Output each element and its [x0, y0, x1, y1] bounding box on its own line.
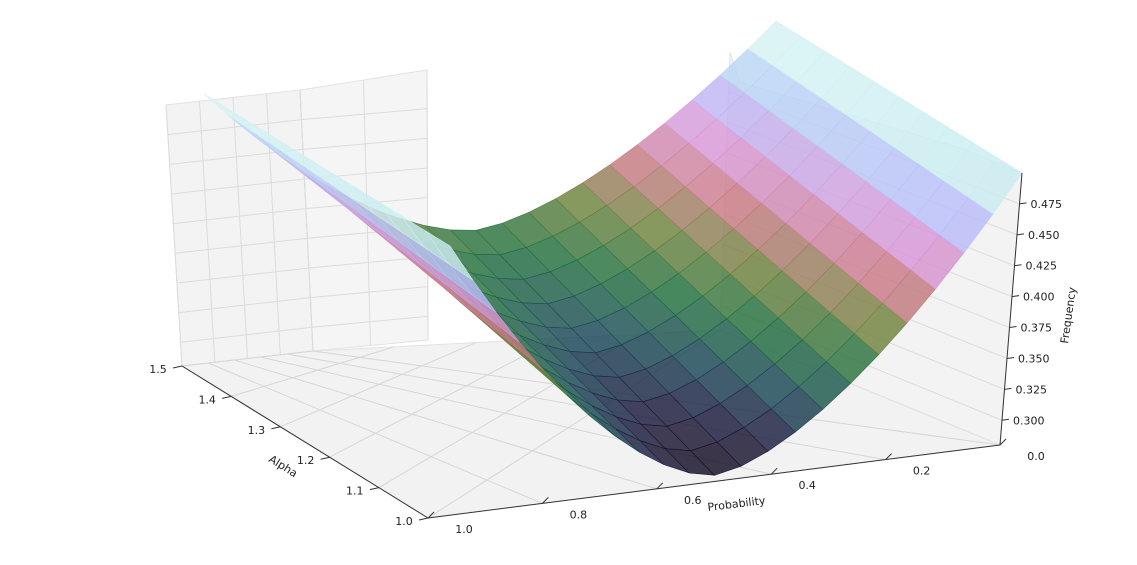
x-axis-label: Alpha	[266, 453, 299, 481]
z-tick-label: 0.425	[1026, 260, 1058, 273]
x-tick-label: 1.1	[346, 485, 364, 498]
x-tick-mark	[172, 365, 183, 369]
z-tick-mark	[1019, 202, 1027, 205]
x-tick-mark	[418, 517, 429, 521]
z-tick-label: 0.400	[1023, 291, 1055, 304]
y-tick-label: 0.2	[913, 465, 931, 478]
axis-ticks: 1.0 1.1 1.2 1.3 1.4 1.5 1.0 0.8 0.6 0.4 0.2 0.0 0.30…	[149, 198, 1062, 536]
left-back-pane	[165, 89, 314, 367]
y-axis-line	[427, 444, 1001, 519]
x-tick-mark	[320, 456, 330, 460]
wall-grid-line	[165, 104, 183, 367]
z-tick-mark	[1004, 387, 1012, 390]
x-tick-mark	[369, 487, 379, 491]
wall-grid-line	[199, 101, 216, 363]
x-tick-label: 1.2	[297, 454, 315, 467]
x-tick-label: 1.3	[248, 424, 266, 437]
z-axis-label: Frequency	[1058, 286, 1079, 345]
z-tick-label: 0.475	[1031, 198, 1063, 211]
z-tick-mark	[1009, 326, 1017, 329]
z-tick-label: 0.375	[1021, 322, 1053, 335]
y-tick-label: 0.6	[684, 494, 702, 507]
x-tick-mark	[271, 426, 281, 430]
wall-grid-line	[299, 89, 314, 352]
wall-grid-line	[232, 97, 248, 359]
z-tick-mark	[1001, 418, 1010, 421]
wall-grid-line	[426, 69, 429, 341]
y-tick-label: 1.0	[455, 523, 473, 536]
y-tick-mark	[427, 511, 435, 519]
y-tick-mark	[999, 438, 1007, 446]
y-tick-mark	[656, 482, 664, 490]
x-tick-label: 1.5	[149, 363, 167, 376]
x-tick-label: 1.0	[395, 515, 413, 528]
surface-facet	[968, 157, 1023, 215]
surface-mesh	[203, 20, 1023, 476]
floor-grid-line	[329, 337, 558, 458]
surface-facet	[425, 230, 474, 281]
z-tick-label: 0.350	[1018, 352, 1050, 365]
floor-grid-line	[280, 342, 476, 428]
z-tick-label: 0.325	[1016, 383, 1048, 396]
y-tick-label: 0.4	[798, 479, 816, 492]
floor-grid-line	[234, 359, 657, 490]
z-tick-mark	[1016, 233, 1025, 236]
y-tick-mark	[770, 467, 778, 475]
floor-grid-line	[231, 346, 395, 397]
y-tick-mark	[885, 453, 892, 460]
z-tick-label: 0.300	[1013, 414, 1045, 427]
y-axis-label: Probability	[707, 494, 767, 514]
z-tick-mark	[1014, 264, 1022, 267]
z-tick-label: 0.450	[1028, 229, 1060, 242]
y-tick-label: 0.0	[1027, 450, 1045, 463]
z-tick-mark	[1011, 295, 1020, 298]
z-axis-line	[999, 172, 1023, 446]
axis-lines	[181, 172, 1023, 519]
y-tick-mark	[542, 497, 549, 504]
y-tick-label: 0.8	[570, 508, 588, 521]
floor-grid-line	[208, 362, 543, 504]
x-tick-label: 1.4	[198, 393, 216, 406]
z-tick-mark	[1006, 356, 1015, 359]
x-tick-mark	[222, 395, 232, 399]
x-axis-line	[181, 365, 429, 519]
